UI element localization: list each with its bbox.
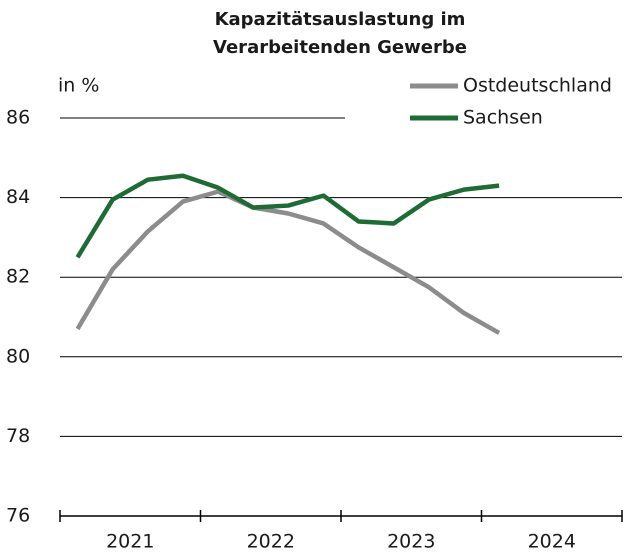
y-tick-label: 82 xyxy=(6,266,30,288)
chart-title: Verarbeitenden Gewerbe xyxy=(213,37,467,58)
chart-title: Kapazitätsauslastung im xyxy=(215,9,466,30)
series-line xyxy=(75,189,501,335)
y-tick-label: 78 xyxy=(6,425,30,447)
y-tick-label: 84 xyxy=(6,186,30,208)
y-tick-label: 80 xyxy=(6,345,30,367)
legend-background xyxy=(345,68,626,134)
x-tick-label: 2022 xyxy=(247,531,295,553)
y-tick-label: 86 xyxy=(6,107,30,129)
series-line xyxy=(75,173,500,259)
legend-label: Ostdeutschland xyxy=(463,75,612,97)
x-tick-label: 2023 xyxy=(387,531,435,553)
x-tick-label: 2021 xyxy=(106,531,154,553)
x-tick-label: 2024 xyxy=(528,531,576,553)
legend-label: Sachsen xyxy=(463,107,543,129)
y-axis-label: in % xyxy=(58,75,99,97)
y-tick-label: 76 xyxy=(6,505,30,527)
